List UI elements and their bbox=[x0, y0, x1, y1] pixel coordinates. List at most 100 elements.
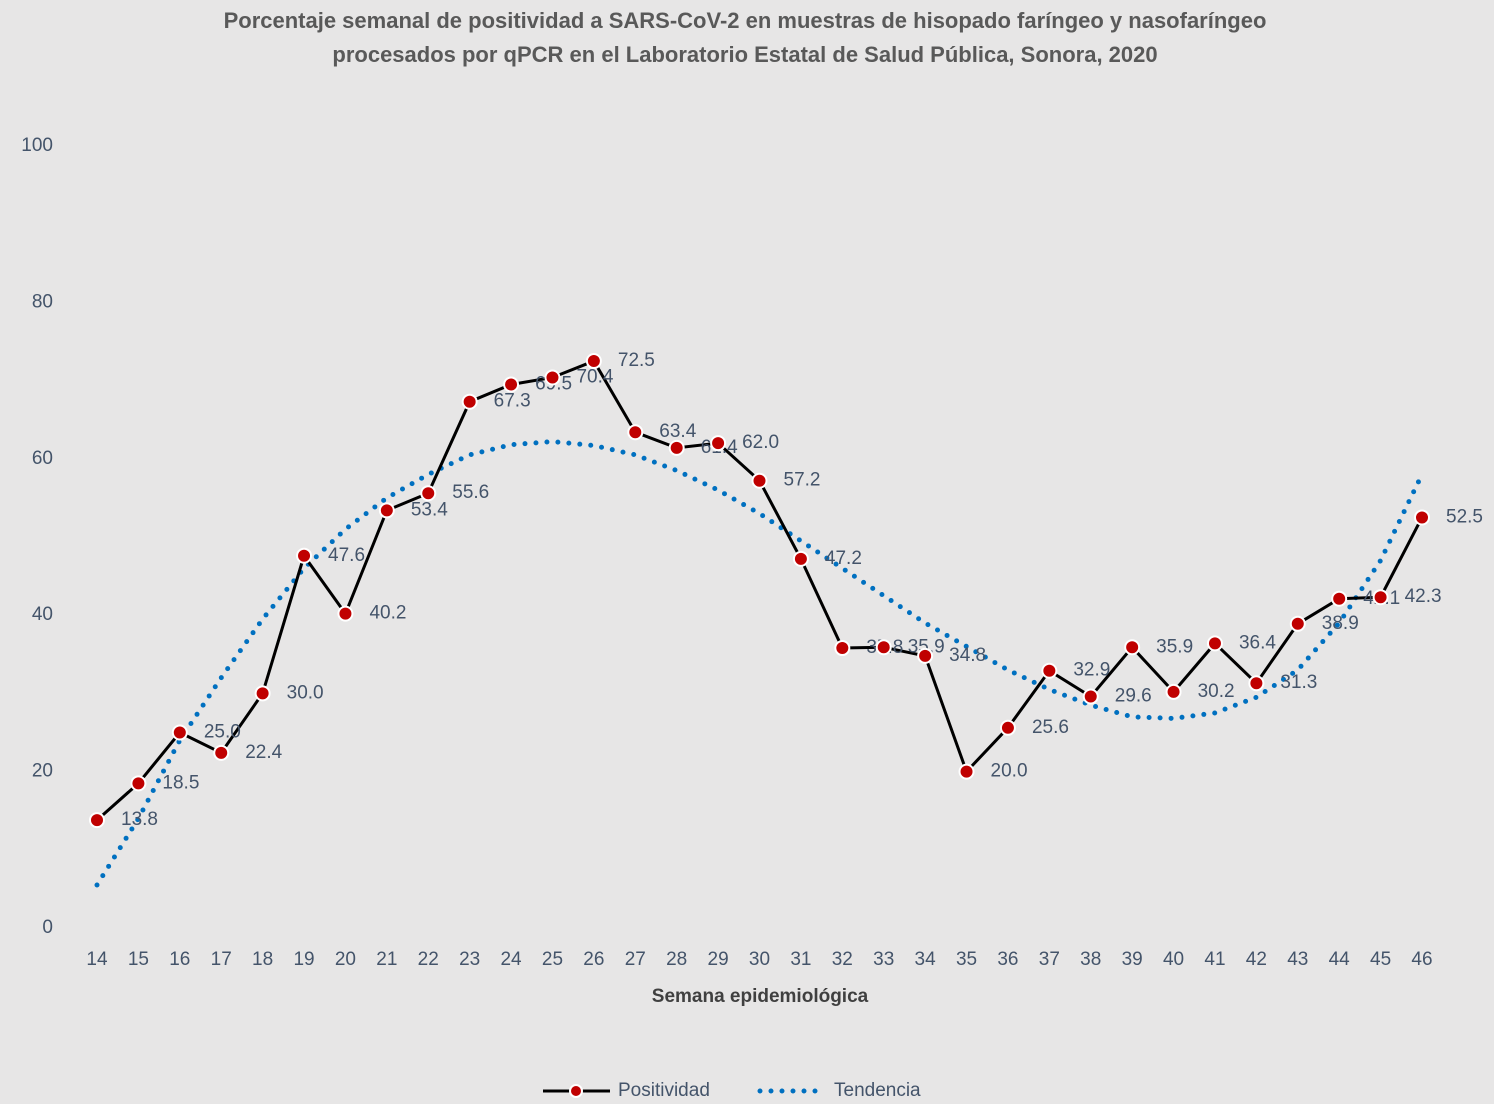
marker bbox=[751, 472, 768, 489]
x-tick-label: 22 bbox=[418, 949, 439, 970]
data-label: 32.9 bbox=[1073, 660, 1110, 681]
data-label: 25.0 bbox=[204, 722, 241, 743]
data-label: 72.5 bbox=[618, 350, 655, 371]
marker bbox=[503, 376, 520, 393]
x-tick-label: 14 bbox=[86, 949, 108, 970]
data-label: 52.5 bbox=[1446, 506, 1483, 527]
x-tick-label: 18 bbox=[252, 949, 273, 970]
x-tick-label: 41 bbox=[1204, 949, 1225, 970]
x-tick-label: 44 bbox=[1329, 949, 1351, 970]
x-tick-label: 24 bbox=[500, 949, 522, 970]
x-tick-label: 31 bbox=[790, 949, 811, 970]
data-label: 53.4 bbox=[411, 499, 448, 520]
marker bbox=[171, 724, 188, 741]
marker bbox=[461, 393, 478, 410]
x-tick-label: 17 bbox=[211, 949, 232, 970]
data-label: 30.2 bbox=[1198, 681, 1235, 702]
x-axis-label: Semana epidemiológica bbox=[652, 986, 869, 1007]
chart-title: Porcentaje semanal de positividad a SARS… bbox=[223, 8, 1267, 67]
x-tick-label: 33 bbox=[873, 949, 894, 970]
y-tick-label: 40 bbox=[32, 604, 53, 625]
x-tick-label: 39 bbox=[1122, 949, 1143, 970]
data-label: 63.4 bbox=[659, 421, 696, 442]
x-tick-label: 28 bbox=[666, 949, 687, 970]
data-label: 35.9 bbox=[1156, 636, 1193, 657]
marker bbox=[627, 424, 644, 441]
marker bbox=[254, 685, 271, 702]
x-tick-label: 46 bbox=[1411, 949, 1432, 970]
marker bbox=[130, 775, 147, 792]
marker bbox=[668, 439, 685, 456]
x-tick-label: 27 bbox=[625, 949, 646, 970]
marker bbox=[1041, 662, 1058, 679]
data-label: 35.9 bbox=[908, 636, 945, 657]
x-tick-label: 21 bbox=[376, 949, 397, 970]
marker bbox=[89, 812, 105, 829]
data-label: 40.2 bbox=[369, 603, 406, 624]
x-tick-label: 20 bbox=[335, 949, 356, 970]
data-label: 22.4 bbox=[245, 742, 282, 763]
marker bbox=[1372, 589, 1389, 606]
x-tick-label: 35 bbox=[956, 949, 977, 970]
data-label: 47.6 bbox=[328, 545, 365, 566]
x-tick-label: 30 bbox=[749, 949, 770, 970]
x-tick-label: 36 bbox=[997, 949, 1018, 970]
marker bbox=[213, 744, 230, 761]
marker bbox=[420, 485, 437, 502]
marker bbox=[1082, 688, 1099, 705]
y-tick-label: 100 bbox=[21, 135, 53, 156]
marker bbox=[710, 435, 727, 452]
data-label: 55.6 bbox=[452, 482, 489, 503]
x-tick-label: 19 bbox=[293, 949, 314, 970]
legend-swatch bbox=[569, 1084, 583, 1098]
marker bbox=[792, 550, 809, 567]
marker bbox=[1124, 639, 1141, 656]
marker bbox=[1331, 590, 1348, 607]
x-tick-label: 43 bbox=[1287, 949, 1308, 970]
x-tick-label: 45 bbox=[1370, 949, 1391, 970]
x-tick-label: 42 bbox=[1246, 949, 1267, 970]
data-label: 36.4 bbox=[1239, 632, 1276, 653]
x-tick-label: 15 bbox=[128, 949, 149, 970]
y-tick-label: 0 bbox=[42, 917, 53, 938]
marker bbox=[544, 369, 561, 386]
data-label: 70.4 bbox=[576, 366, 613, 387]
x-tick-label: 37 bbox=[1039, 949, 1060, 970]
y-tick-label: 80 bbox=[32, 291, 53, 312]
data-label: 20.0 bbox=[991, 761, 1028, 782]
data-line bbox=[95, 359, 1424, 822]
marker bbox=[958, 763, 975, 780]
x-tick-label: 23 bbox=[459, 949, 480, 970]
data-label: 18.5 bbox=[162, 772, 199, 793]
data-label: 38.9 bbox=[1322, 613, 1359, 634]
data-label: 42.3 bbox=[1405, 586, 1442, 607]
marker bbox=[1165, 683, 1182, 700]
x-tick-label: 16 bbox=[169, 949, 190, 970]
marker bbox=[875, 639, 892, 656]
marker bbox=[296, 547, 313, 564]
data-label: 34.8 bbox=[949, 645, 986, 666]
marker bbox=[1248, 675, 1265, 692]
data-label: 13.8 bbox=[121, 809, 158, 830]
x-tick-label: 34 bbox=[915, 949, 937, 970]
x-tick-label: 25 bbox=[542, 949, 563, 970]
marker bbox=[917, 647, 934, 664]
marker bbox=[834, 640, 851, 657]
marker bbox=[999, 719, 1016, 736]
trend-line bbox=[94, 439, 1425, 888]
data-label: 30.0 bbox=[287, 682, 324, 703]
x-tick-label: 29 bbox=[708, 949, 729, 970]
marker bbox=[1206, 635, 1223, 652]
marker bbox=[337, 605, 354, 622]
marker bbox=[1289, 615, 1306, 632]
x-tick-label: 38 bbox=[1080, 949, 1101, 970]
legend-label: Positividad bbox=[618, 1080, 710, 1101]
marker bbox=[378, 502, 395, 519]
data-label: 67.3 bbox=[494, 391, 531, 412]
x-tick-label: 26 bbox=[583, 949, 604, 970]
marker bbox=[1414, 509, 1430, 526]
legend-label: Tendencia bbox=[834, 1080, 921, 1101]
data-label: 62.0 bbox=[742, 432, 779, 453]
